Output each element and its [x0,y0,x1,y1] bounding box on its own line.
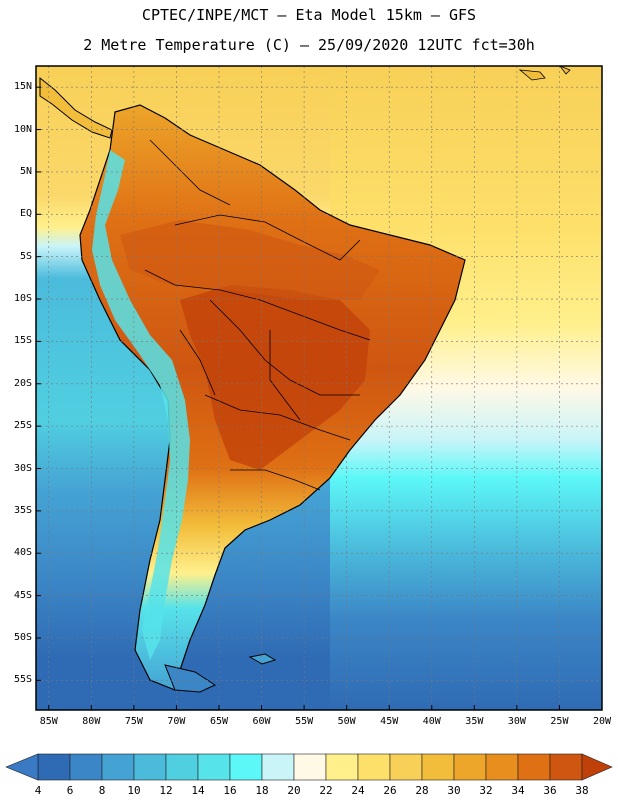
colorbar-swatch [165,753,199,781]
falkland-islands [248,653,277,665]
lat-label: 10S [13,293,32,305]
title-line-1: CPTEC/INPE/MCT – Eta Model 15km – GFS [141,6,477,24]
lat-label: EQ [19,208,32,220]
lat-label: 25S [13,420,32,432]
country-borders [144,139,371,491]
lon-label: 60W [252,716,271,727]
colorbar-label: 36 [543,784,557,797]
lon-label: 30W [507,716,526,727]
colorbar-swatch [293,753,327,781]
colorbar-swatch [197,753,231,781]
colorbar-label: 12 [159,784,173,797]
lon-label: 85W [39,716,58,727]
colorbar-label: 10 [127,784,141,797]
lat-label: 55S [13,674,32,686]
colorbar-label: 24 [351,784,365,797]
colorbar-swatch [549,753,583,781]
map-frame [35,65,603,711]
lon-label: 35W [465,716,484,727]
lat-label: 10N [13,123,32,135]
lon-label: 25W [550,716,569,727]
colorbar-swatch [101,753,135,781]
colorbar-swatch [37,753,71,781]
andes-cold-strip [92,150,190,660]
colorbar-swatch [325,753,359,781]
title-line-2: 2 Metre Temperature (C) – 25/09/2020 12U… [83,36,535,54]
central-america [39,76,113,139]
lat-label: 15N [13,81,32,93]
colorbar-label: 4 [34,784,42,797]
colorbar-swatch [133,753,167,781]
colorbar-label: 20 [287,784,301,797]
colorbar-swatch [357,753,391,781]
colorbar-swatch [453,753,487,781]
hot-core-region [180,285,370,470]
lon-label: 80W [82,716,101,727]
colorbar-label: 30 [447,784,461,797]
colorbar-label: 18 [255,784,269,797]
colorbar-high-arrow [581,753,613,781]
colorbar-swatch [229,753,263,781]
lat-label: 15S [13,335,32,347]
colorbar-label: 38 [575,784,589,797]
lon-label: 70W [167,716,186,727]
colorbar-swatch [261,753,295,781]
lon-label: 40W [422,716,441,727]
lat-label: 20S [13,377,32,389]
lat-label: 30S [13,462,32,474]
lon-label: 50W [337,716,356,727]
colorbar-label: 16 [223,784,237,797]
colorbar-label: 34 [511,784,525,797]
lon-label: 20W [592,716,612,727]
northern-hot-region [120,220,380,300]
colorbar [37,753,583,781]
colorbar-label: 8 [98,784,106,797]
colorbar-label: 28 [415,784,429,797]
lon-label: 55W [295,716,314,727]
tierra-del-fuego [164,664,217,693]
colorbar-low-arrow [5,753,39,781]
colorbar-swatch [421,753,455,781]
lat-label: 5N [19,165,32,177]
colorbar-label: 26 [383,784,397,797]
colorbar-swatch [389,753,423,781]
colorbar-swatch [69,753,103,781]
colorbar-label: 22 [319,784,333,797]
colorbar-label: 14 [191,784,205,797]
colorbar-swatch [517,753,551,781]
lon-label: 65W [209,716,229,727]
lon-label: 45W [380,716,399,727]
colorbar-label: 6 [66,784,74,797]
lon-label: 75W [124,716,143,727]
colorbar-label: 32 [479,784,493,797]
axis-ticks [36,86,603,710]
lat-label: 35S [13,504,32,516]
lat-label: 5S [19,250,32,262]
lat-label: 40S [13,547,32,559]
lat-label: 50S [13,631,32,643]
colorbar-swatch [485,753,519,781]
caribbean-islands [518,66,571,81]
lat-label: 45S [13,589,32,601]
